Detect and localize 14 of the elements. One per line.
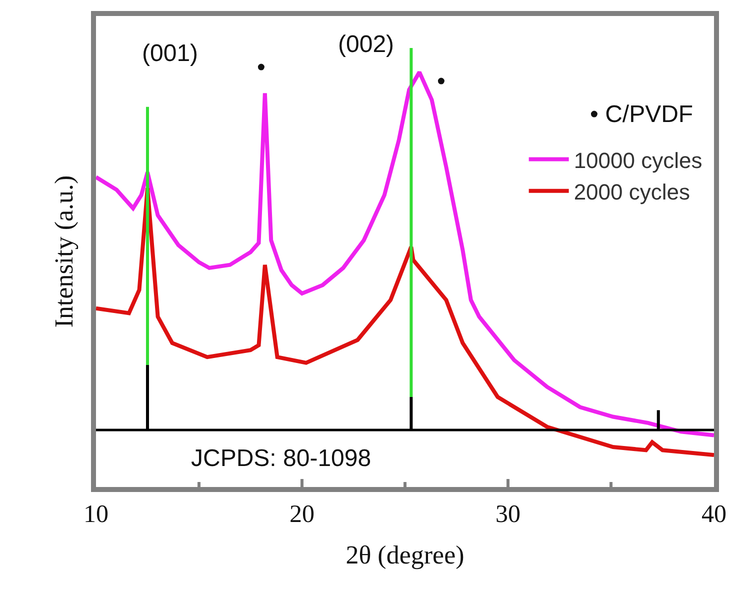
x-tick-label: 20 <box>290 501 314 528</box>
x-axis-title: 2θ (degree) <box>346 540 464 570</box>
legend-label: 10000 cycles <box>574 148 702 173</box>
annotation: • <box>437 68 446 95</box>
annotation: • <box>257 54 266 81</box>
annotation: (001) <box>142 40 198 67</box>
x-tick-label: 40 <box>702 501 726 528</box>
annotation: • C/PVDF <box>590 101 694 128</box>
x-tick-label: 30 <box>496 501 520 528</box>
legend-label: 2000 cycles <box>574 179 690 204</box>
annotation: (002) <box>338 31 394 58</box>
annotation: JCPDS: 80-1098 <box>191 445 372 472</box>
x-tick-label: 10 <box>84 501 108 528</box>
y-axis-title: Intensity (a.u.) <box>49 175 78 328</box>
